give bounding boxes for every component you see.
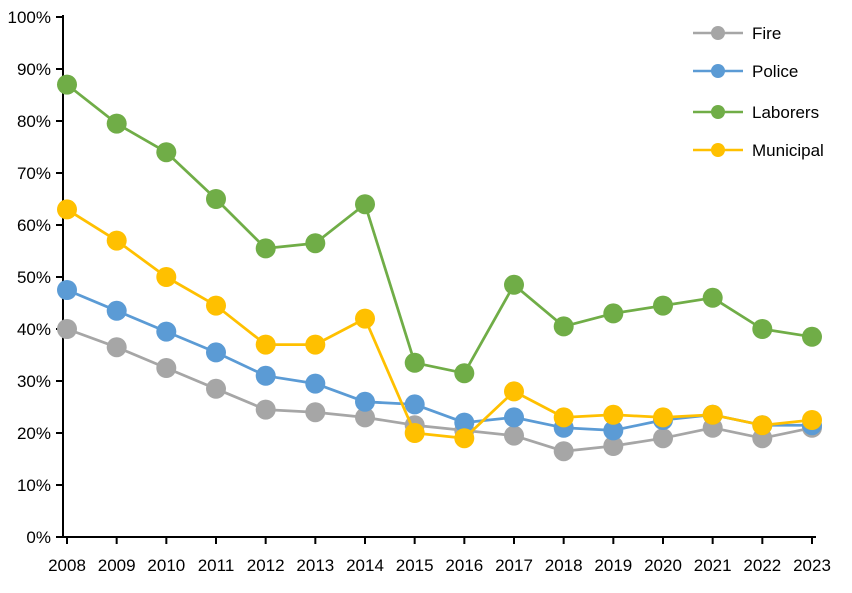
y-tick-label: 60% <box>17 216 51 235</box>
data-point <box>752 319 773 339</box>
legend-marker-dot-laborers <box>711 105 725 119</box>
series-line-laborers <box>65 83 814 375</box>
data-point <box>404 423 425 443</box>
x-tick-label: 2018 <box>545 556 583 575</box>
x-tick-label: 2010 <box>147 556 185 575</box>
data-point <box>653 295 673 316</box>
y-tick-label: 0% <box>26 528 51 547</box>
data-point <box>702 287 723 308</box>
data-point <box>255 365 276 386</box>
x-tick-label: 2016 <box>445 556 483 575</box>
data-point <box>206 295 226 316</box>
data-point <box>156 358 177 378</box>
y-tick-label: 50% <box>17 268 51 287</box>
series-line-police <box>65 288 814 432</box>
data-point <box>305 334 326 355</box>
y-tick-label: 30% <box>17 372 51 391</box>
data-point <box>106 113 127 134</box>
data-point <box>305 233 326 254</box>
series-line-municipal <box>65 208 814 440</box>
x-tick-label: 2012 <box>247 556 285 575</box>
data-point <box>802 326 822 347</box>
data-point <box>255 238 276 259</box>
x-tick-label: 2020 <box>644 556 682 575</box>
legend-label-police: Police <box>752 62 798 81</box>
data-point <box>156 321 177 342</box>
data-point <box>603 303 624 324</box>
x-tick-label: 2014 <box>346 556 384 575</box>
x-tick-label: 2013 <box>296 556 334 575</box>
data-point <box>553 316 574 337</box>
data-point <box>454 428 475 449</box>
data-point <box>355 407 375 428</box>
legend-marker-dot-fire <box>711 26 725 40</box>
legend-label-municipal: Municipal <box>752 141 824 160</box>
data-point <box>57 319 77 339</box>
data-point <box>156 267 177 287</box>
y-tick-label: 20% <box>17 424 51 443</box>
data-point <box>106 337 127 358</box>
x-tick-label: 2022 <box>743 556 781 575</box>
x-tick-label: 2021 <box>694 556 732 575</box>
y-tick-label: 40% <box>17 320 51 339</box>
data-point <box>504 274 524 295</box>
data-point <box>553 407 574 428</box>
data-point <box>603 404 624 425</box>
x-tick-label: 2017 <box>495 556 533 575</box>
y-tick-label: 10% <box>17 476 51 495</box>
data-point <box>57 280 77 300</box>
data-point <box>504 407 524 428</box>
data-point <box>653 407 673 428</box>
data-point <box>57 199 77 220</box>
x-tick-label: 2008 <box>48 556 86 575</box>
legend-marker-dot-police <box>711 64 725 78</box>
data-point <box>504 425 524 446</box>
y-tick-label: 70% <box>17 164 51 183</box>
legend-marker-dot-municipal <box>711 143 725 157</box>
x-tick-label: 2015 <box>396 556 434 575</box>
data-point <box>206 378 226 399</box>
x-tick-label: 2019 <box>594 556 632 575</box>
data-point <box>702 404 723 425</box>
data-point <box>355 194 375 215</box>
data-point <box>106 300 127 321</box>
data-point <box>553 441 574 462</box>
data-point <box>653 428 673 449</box>
data-point <box>404 394 425 415</box>
y-tick-label: 100% <box>8 8 51 27</box>
data-point <box>255 399 276 420</box>
x-tick-label: 2009 <box>98 556 136 575</box>
x-tick-label: 2023 <box>793 556 831 575</box>
y-tick-label: 90% <box>17 60 51 79</box>
data-point <box>454 363 475 384</box>
data-point <box>603 436 624 456</box>
x-tick-label: 2011 <box>198 556 235 575</box>
data-point <box>355 308 375 329</box>
data-point <box>305 402 326 423</box>
data-point <box>504 381 524 402</box>
data-point <box>603 420 624 441</box>
data-point <box>802 410 822 430</box>
data-point <box>454 412 475 433</box>
legend-label-fire: Fire <box>752 24 781 43</box>
data-point <box>355 391 375 412</box>
legend-label-laborers: Laborers <box>752 103 819 122</box>
data-point <box>404 352 425 373</box>
data-point <box>255 334 276 355</box>
series-line-fire <box>65 327 814 453</box>
data-point <box>305 373 326 394</box>
data-point <box>57 74 77 95</box>
data-point <box>156 142 177 163</box>
data-point <box>752 415 773 436</box>
data-point <box>206 342 226 363</box>
y-tick-label: 80% <box>17 112 51 131</box>
data-point <box>106 230 127 251</box>
data-point <box>206 189 226 209</box>
